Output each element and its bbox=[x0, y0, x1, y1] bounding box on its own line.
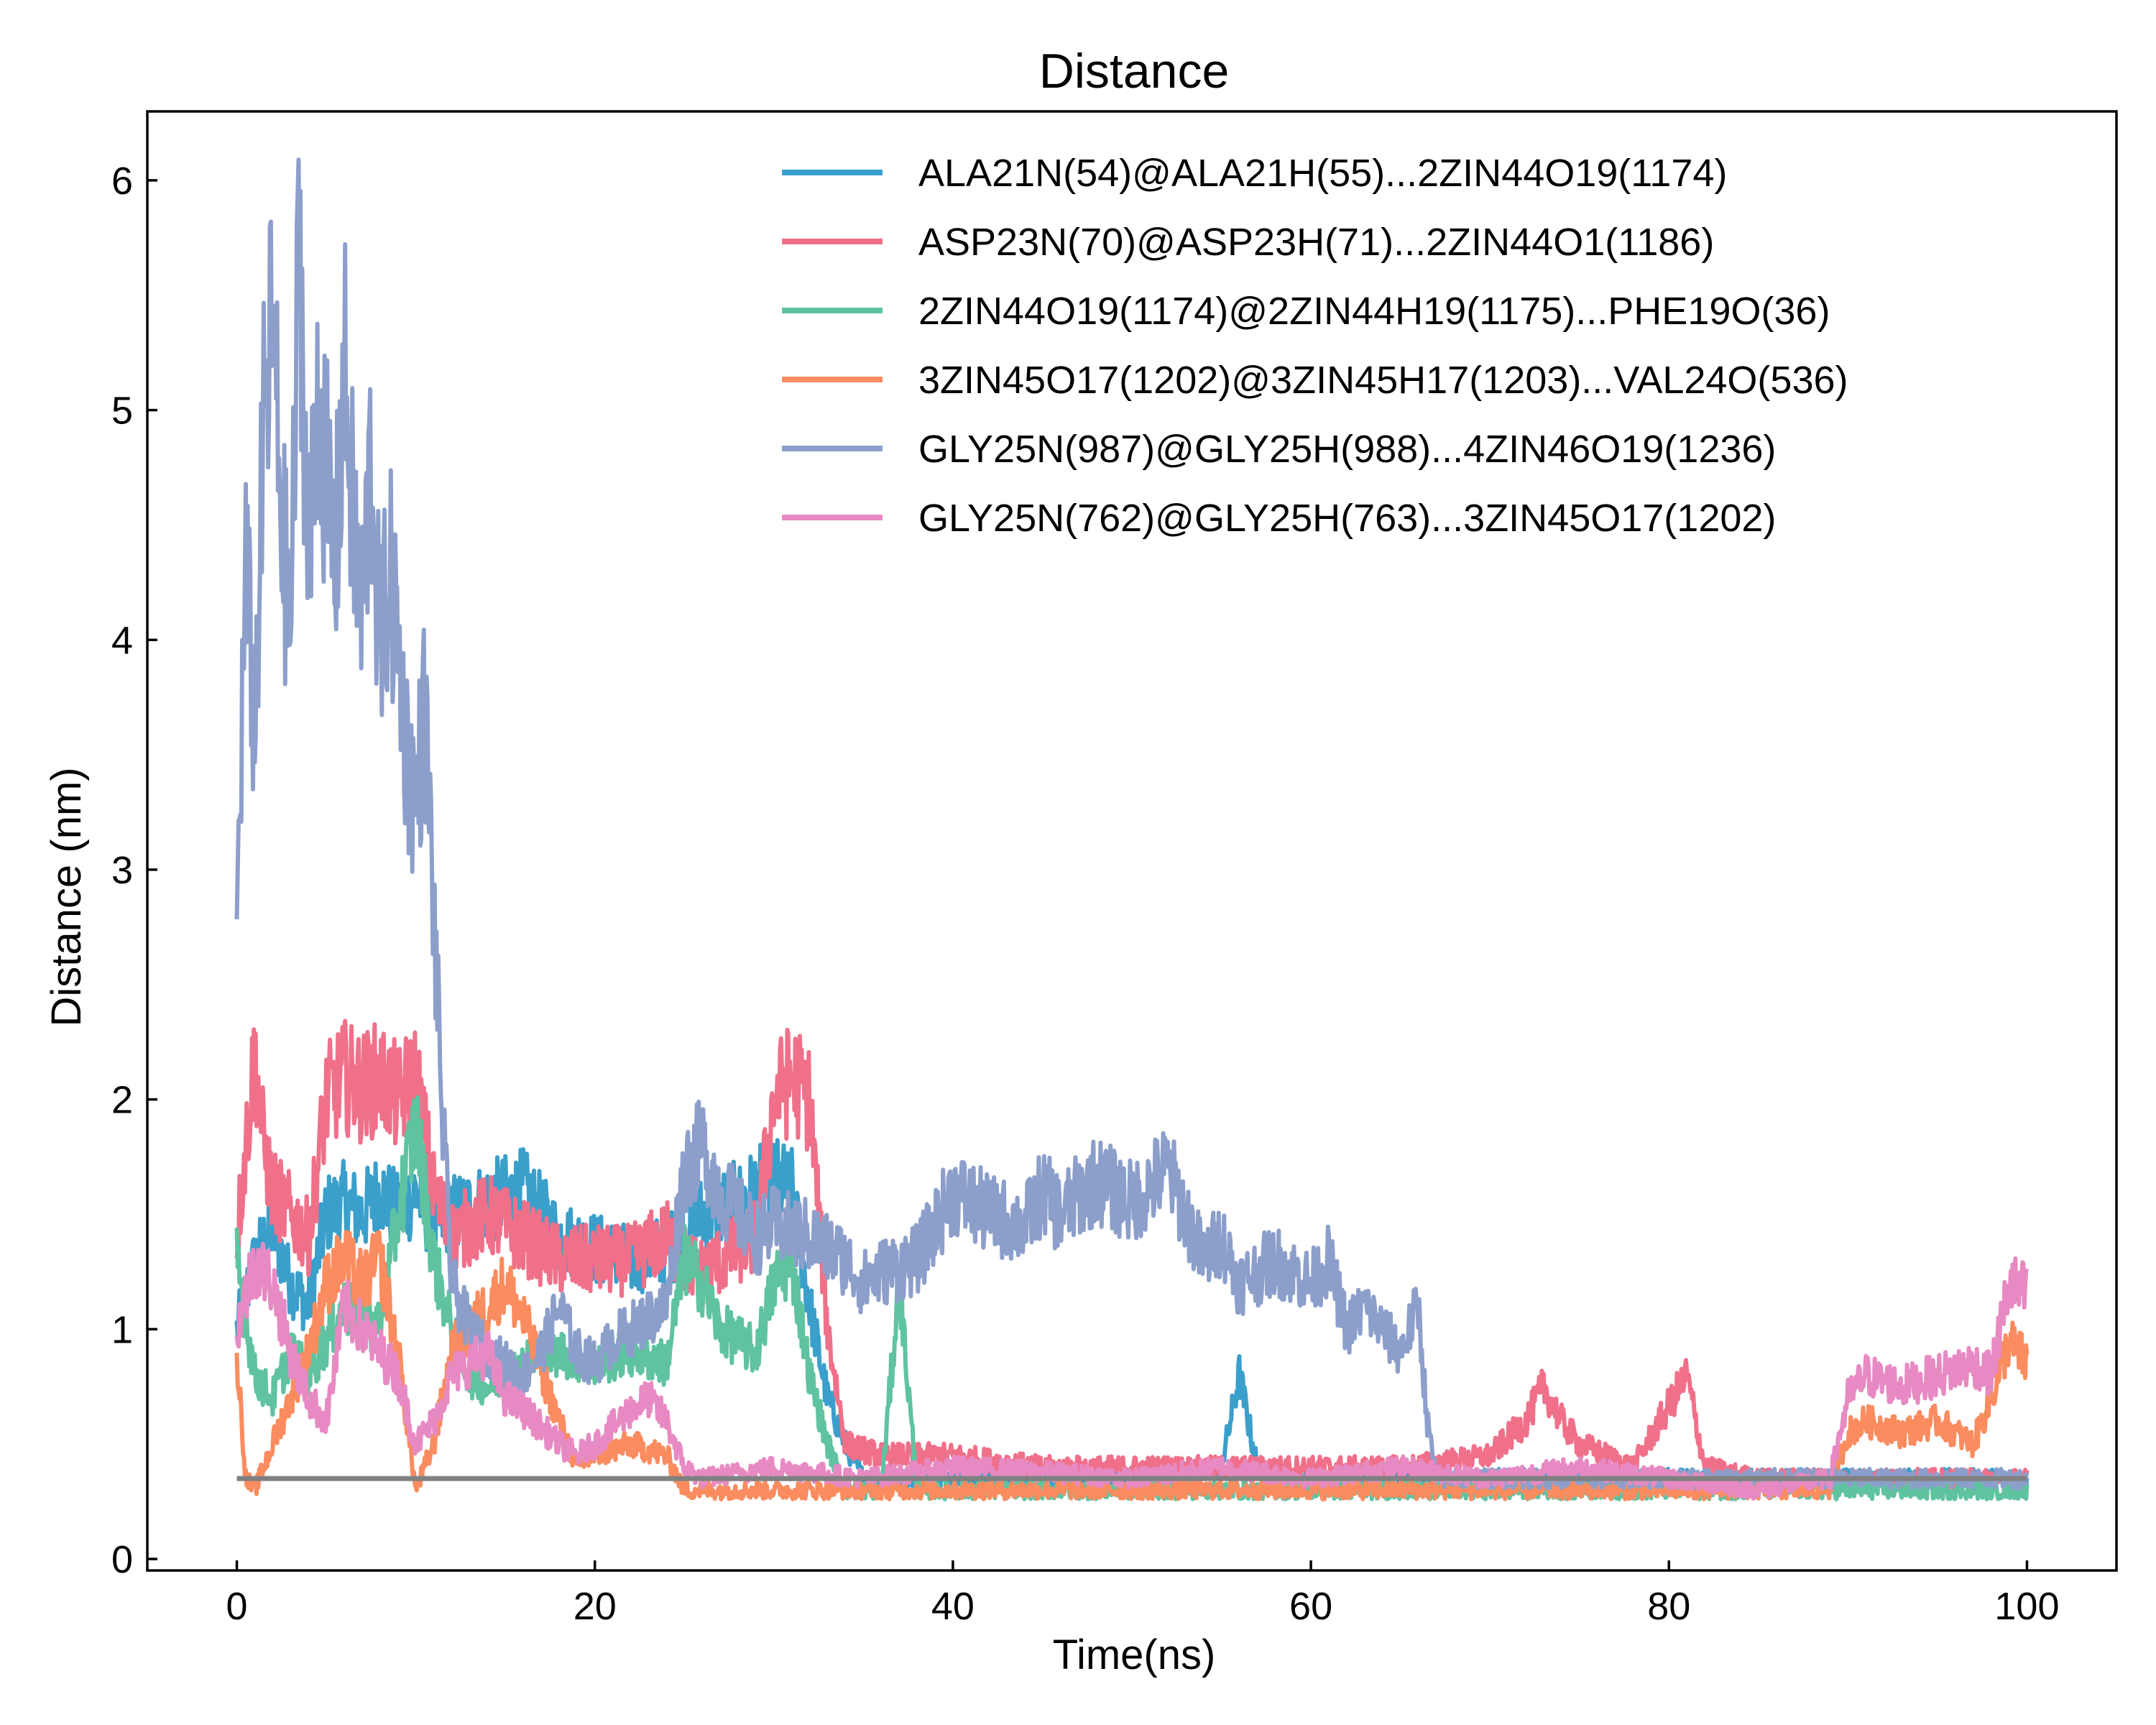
legend-label-6: GLY25N(762)@GLY25H(763)...3ZIN45O17(1202… bbox=[918, 497, 1776, 540]
x-tick-label: 80 bbox=[1647, 1585, 1690, 1628]
y-tick-label: 2 bbox=[111, 1079, 133, 1122]
x-axis-label: Time(ns) bbox=[1053, 1632, 1216, 1678]
legend: ALA21N(54)@ALA21H(55)...2ZIN44O19(1174) A… bbox=[782, 152, 1848, 540]
axes-layer: 0 20 40 60 80 100 0 1 2 3 4 5 6 bbox=[111, 110, 2118, 1628]
y-tick-label: 0 bbox=[111, 1538, 133, 1581]
legend-label-1: ALA21N(54)@ALA21H(55)...2ZIN44O19(1174) bbox=[918, 152, 1727, 195]
series-layer bbox=[234, 157, 2030, 1501]
chart-title: Distance bbox=[1039, 44, 1230, 98]
y-tick-label: 6 bbox=[111, 160, 133, 203]
y-axis-label: Distance (nm) bbox=[43, 768, 90, 1027]
x-tick-label: 60 bbox=[1289, 1585, 1332, 1628]
legend-label-3: 2ZIN44O19(1174)@2ZIN44H19(1175)...PHE19O… bbox=[918, 290, 1830, 333]
y-tick-label: 4 bbox=[111, 619, 133, 662]
y-tick-label: 5 bbox=[111, 390, 133, 433]
series-line-6 bbox=[234, 1241, 2030, 1501]
legend-label-4: 3ZIN45O17(1202)@3ZIN45H17(1203)...VAL24O… bbox=[918, 359, 1848, 402]
legend-label-2: ASP23N(70)@ASP23H(71)...2ZIN44O1(1186) bbox=[918, 221, 1714, 264]
x-tick-label: 100 bbox=[1994, 1585, 2059, 1628]
plot-frame bbox=[146, 110, 2118, 1572]
legend-label-5: GLY25N(987)@GLY25H(988)...4ZIN46O19(1236… bbox=[918, 428, 1776, 471]
x-tick-label: 20 bbox=[573, 1585, 617, 1628]
x-tick-label: 0 bbox=[226, 1585, 248, 1628]
y-tick-label: 3 bbox=[111, 849, 133, 892]
y-tick-label: 1 bbox=[111, 1308, 133, 1351]
x-tick-label: 40 bbox=[931, 1585, 975, 1628]
